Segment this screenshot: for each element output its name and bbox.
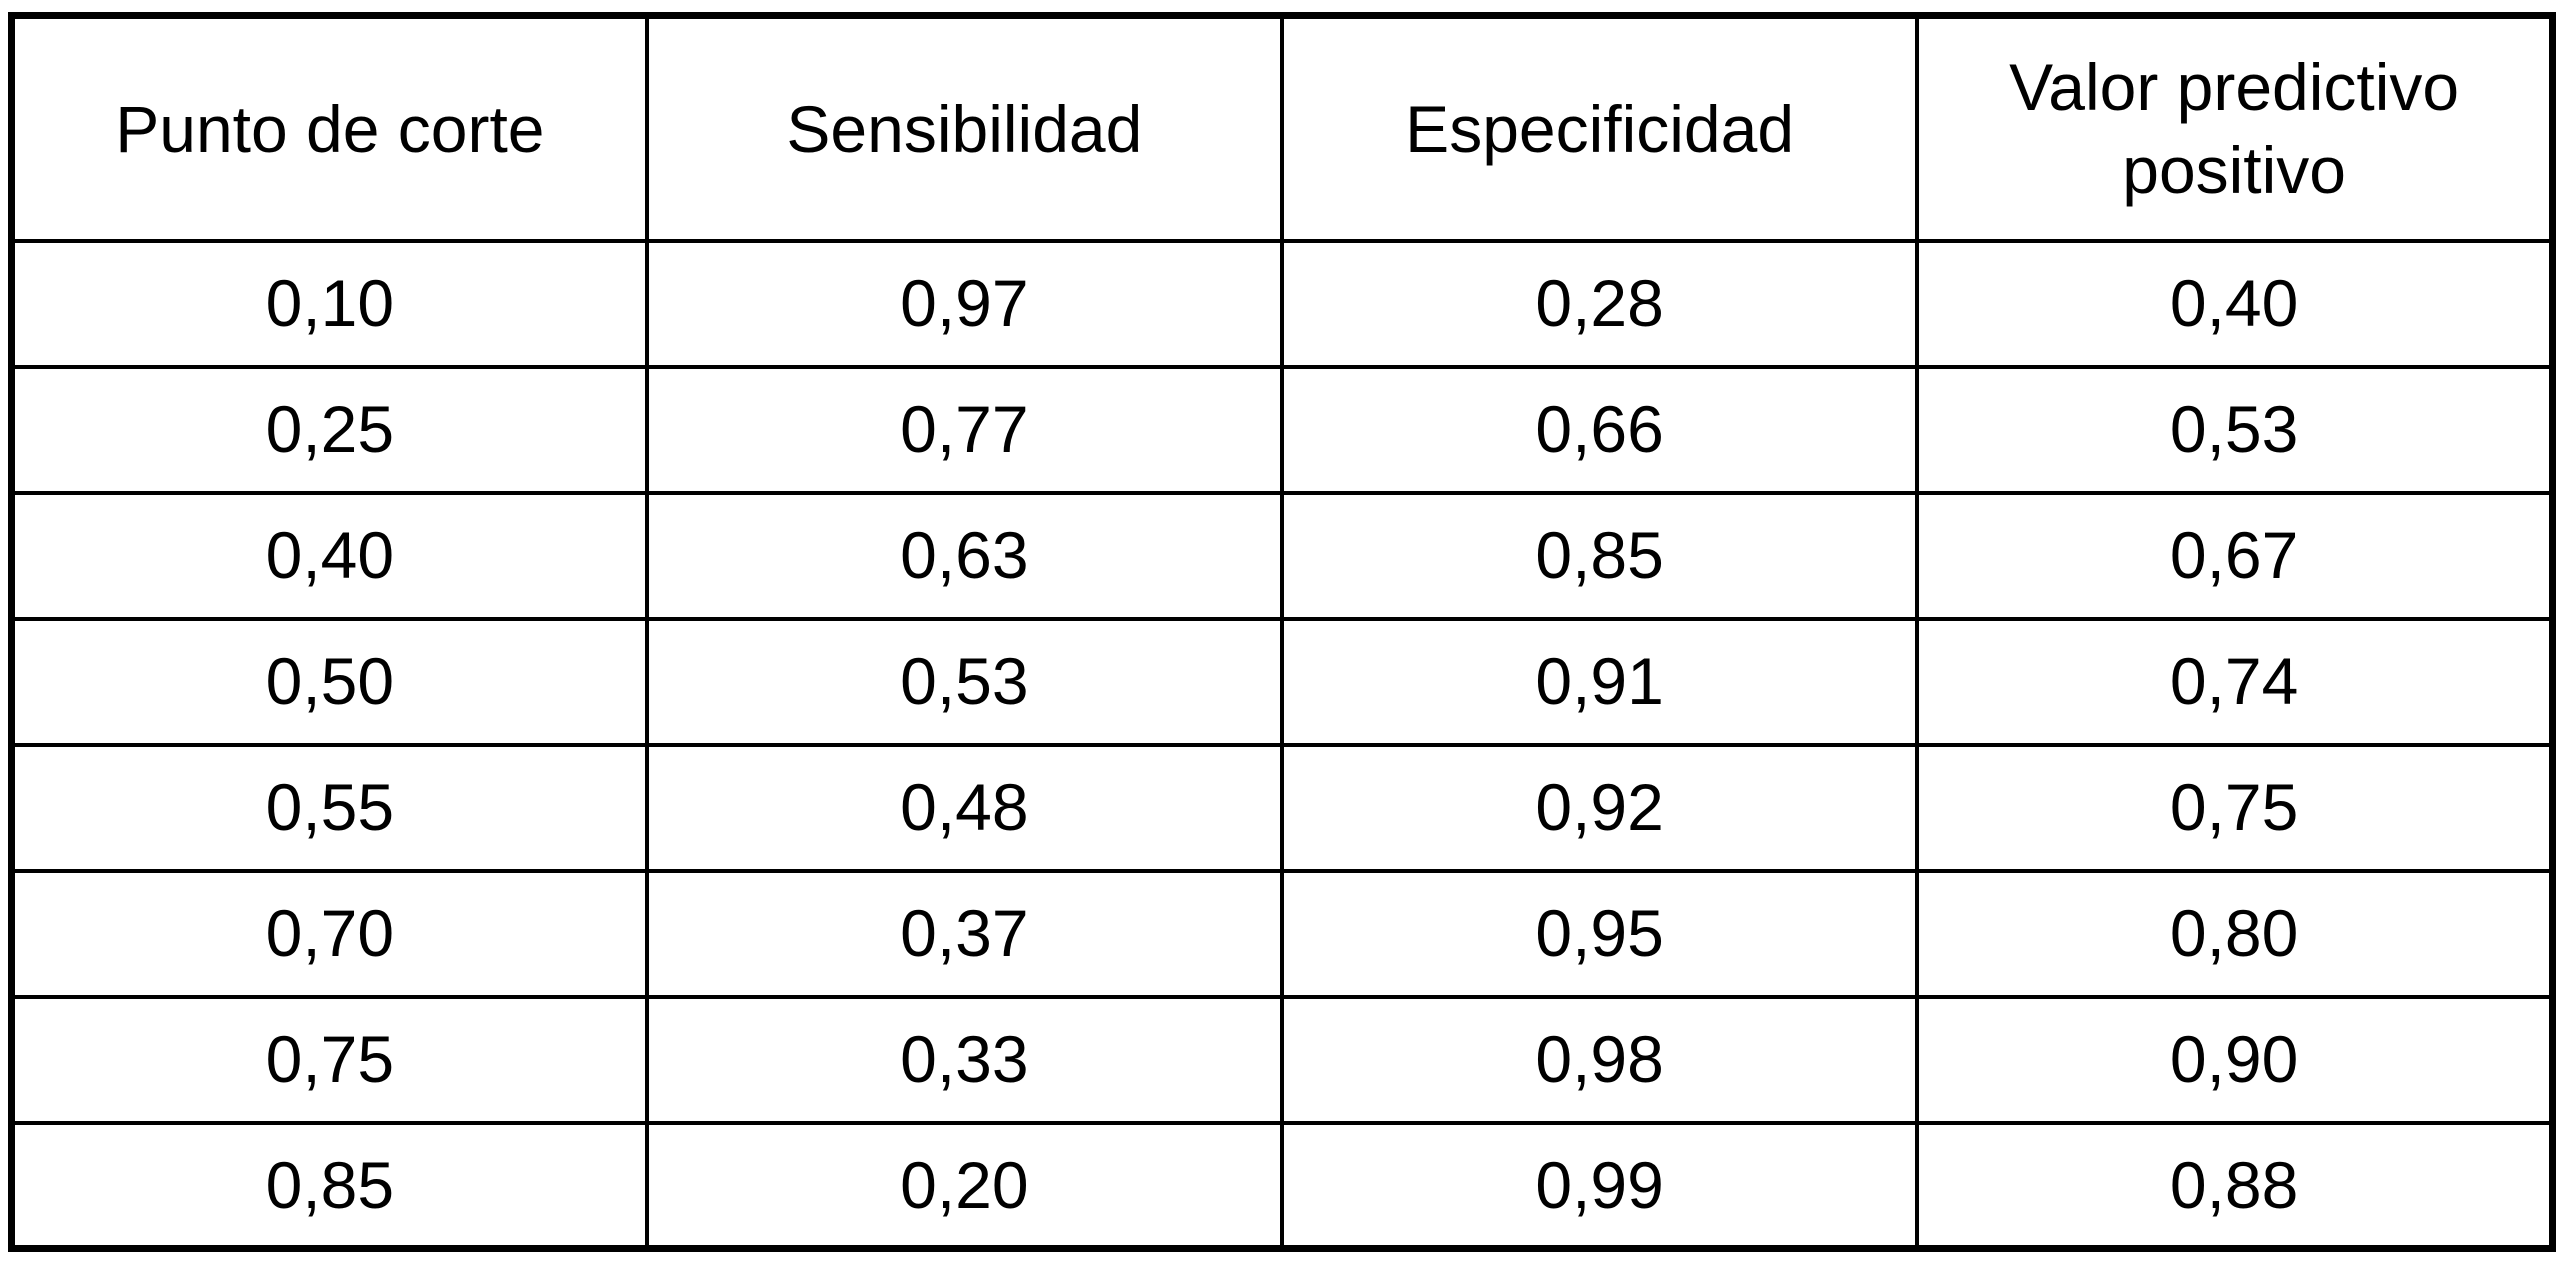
table-cell: 0,55 — [9, 742, 649, 873]
table-cell: 0,99 — [1279, 1120, 1920, 1251]
table-cell: 0,70 — [9, 868, 649, 999]
table-cell: 0,10 — [9, 238, 649, 369]
table-cell: 0,63 — [644, 490, 1285, 621]
table-cell: 0,25 — [9, 364, 649, 495]
table-row: 0,25 0,77 0,66 0,53 — [9, 364, 2555, 495]
table-cell: 0,53 — [1915, 364, 2555, 495]
header-cell-especificidad: Especificidad — [1279, 13, 1920, 243]
table-cell: 0,90 — [1915, 994, 2555, 1125]
cutoff-metrics-table-container: Punto de corte Sensibilidad Especificida… — [8, 12, 2556, 1252]
table-cell: 0,37 — [644, 868, 1285, 999]
header-cell-punto-de-corte: Punto de corte — [9, 13, 649, 243]
table-cell: 0,40 — [9, 490, 649, 621]
table-row: 0,50 0,53 0,91 0,74 — [9, 616, 2555, 747]
table-row: 0,10 0,97 0,28 0,40 — [9, 238, 2555, 369]
table-cell: 0,53 — [644, 616, 1285, 747]
table-cell: 0,48 — [644, 742, 1285, 873]
table-cell: 0,20 — [644, 1120, 1285, 1251]
table-cell: 0,91 — [1279, 616, 1920, 747]
table-cell: 0,75 — [1915, 742, 2555, 873]
cutoff-metrics-table: Punto de corte Sensibilidad Especificida… — [8, 12, 2556, 1252]
table-row: 0,40 0,63 0,85 0,67 — [9, 490, 2555, 621]
table-cell: 0,74 — [1915, 616, 2555, 747]
header-row: Punto de corte Sensibilidad Especificida… — [9, 13, 2555, 243]
table-cell: 0,88 — [1915, 1120, 2555, 1251]
table-cell: 0,75 — [9, 994, 649, 1125]
table-cell: 0,50 — [9, 616, 649, 747]
table-cell: 0,77 — [644, 364, 1285, 495]
header-cell-sensibilidad: Sensibilidad — [644, 13, 1285, 243]
table-cell: 0,85 — [1279, 490, 1920, 621]
table-cell: 0,28 — [1279, 238, 1920, 369]
table-header: Punto de corte Sensibilidad Especificida… — [9, 13, 2555, 243]
table-row: 0,75 0,33 0,98 0,90 — [9, 994, 2555, 1125]
table-cell: 0,33 — [644, 994, 1285, 1125]
table-cell: 0,97 — [644, 238, 1285, 369]
table-cell: 0,92 — [1279, 742, 1920, 873]
table-row: 0,55 0,48 0,92 0,75 — [9, 742, 2555, 873]
table-cell: 0,85 — [9, 1120, 649, 1251]
table-cell: 0,98 — [1279, 994, 1920, 1125]
table-body: 0,10 0,97 0,28 0,40 0,25 0,77 0,66 0,53 … — [9, 238, 2555, 1251]
table-row: 0,70 0,37 0,95 0,80 — [9, 868, 2555, 999]
table-cell: 0,67 — [1915, 490, 2555, 621]
table-cell: 0,66 — [1279, 364, 1920, 495]
table-cell: 0,40 — [1915, 238, 2555, 369]
table-cell: 0,95 — [1279, 868, 1920, 999]
table-cell: 0,80 — [1915, 868, 2555, 999]
header-cell-valor-predictivo-positivo: Valor predictivo positivo — [1915, 13, 2555, 243]
table-row: 0,85 0,20 0,99 0,88 — [9, 1120, 2555, 1251]
